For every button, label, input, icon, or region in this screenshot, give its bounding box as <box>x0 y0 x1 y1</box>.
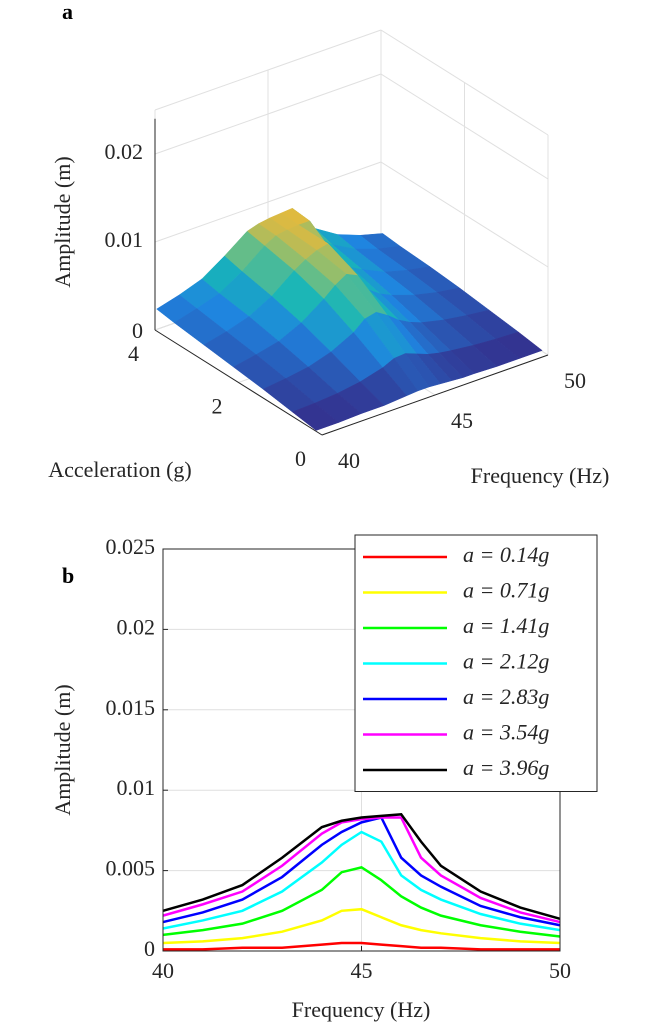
legend-label: a = 0.71g <box>463 578 549 603</box>
series-line <box>162 830 561 932</box>
series-line <box>162 816 561 924</box>
x-axis-label: Frequency (Hz) <box>292 997 431 1022</box>
x-tick-label: 50 <box>549 958 571 983</box>
y-axis <box>154 329 323 436</box>
x-tick-label: 40 <box>338 448 360 473</box>
y-tick-label: 0.005 <box>106 856 156 881</box>
legend-label: a = 3.96g <box>463 755 549 780</box>
y-axis-label: Amplitude (m) <box>50 684 75 815</box>
legend-label: a = 0.14g <box>463 542 549 567</box>
series-line <box>162 907 561 945</box>
panel-label: a <box>62 0 73 24</box>
series-line <box>162 816 561 927</box>
legend-label: a = 1.41g <box>463 613 549 638</box>
y-tick-label: 0 <box>295 446 306 471</box>
y-tick-label: 0.025 <box>106 534 156 559</box>
x-tick-label: 45 <box>451 408 473 433</box>
z-tick-label: 0.02 <box>105 139 144 164</box>
z-axis-label: Amplitude (m) <box>50 156 75 287</box>
legend-label: a = 3.54g <box>463 720 549 745</box>
legend-label: a = 2.12g <box>463 649 549 674</box>
x-axis <box>321 354 549 436</box>
z-tick-label: 0.01 <box>105 227 144 252</box>
y-axis-label: Acceleration (g) <box>48 457 192 482</box>
y-tick-label: 2 <box>212 394 223 419</box>
z-tick-label: 0 <box>132 318 143 343</box>
y-tick-label: 0.015 <box>106 695 156 720</box>
x-tick-label: 45 <box>351 958 373 983</box>
y-tick-label: 0.01 <box>117 775 156 800</box>
series-line <box>162 813 561 921</box>
y-tick-label: 0 <box>144 936 155 961</box>
x-tick-label: 40 <box>152 958 174 983</box>
y-tick-label: 4 <box>128 341 139 366</box>
series-line <box>162 866 561 938</box>
panel-label: b <box>62 563 74 588</box>
x-axis-label: Frequency (Hz) <box>471 463 610 488</box>
series-line <box>163 941 560 951</box>
x-tick-label: 50 <box>564 368 586 393</box>
legend-label: a = 2.83g <box>463 684 549 709</box>
y-tick-label: 0.02 <box>117 614 156 639</box>
surface-patch <box>291 402 340 431</box>
